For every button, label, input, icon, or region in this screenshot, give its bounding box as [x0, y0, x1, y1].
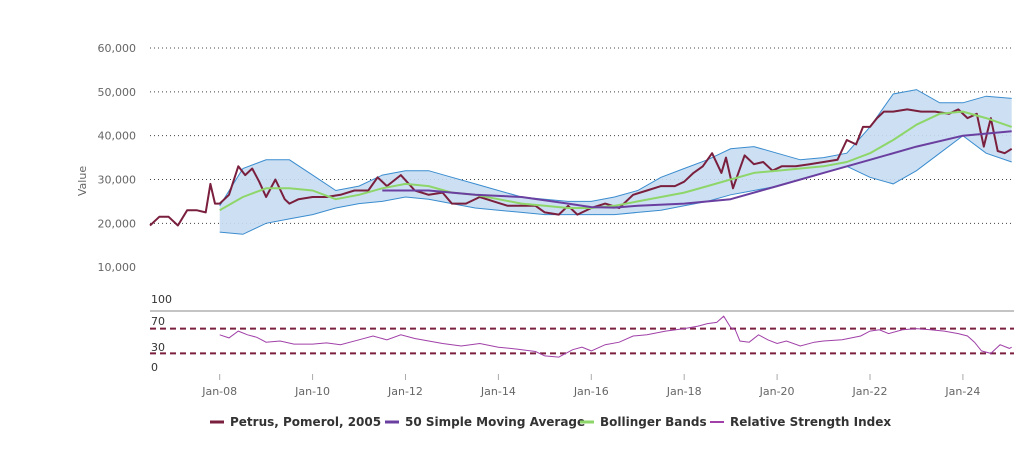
- rsi-tick-label: 70: [151, 315, 165, 328]
- y-tick-label: 60,000: [98, 42, 137, 55]
- rsi-tick-label: 0: [151, 361, 158, 374]
- x-tick-label: Jan-18: [666, 385, 702, 398]
- y-tick-label: 50,000: [98, 86, 137, 99]
- axes: Value 10,000 20,000 30,000 40,000 50,000 60,0…: [76, 42, 980, 398]
- legend-item[interactable]: 50 Simple Moving Average: [385, 415, 585, 429]
- series-lines: [149, 108, 1013, 227]
- y-axis-label: Value: [76, 166, 89, 196]
- legend: Petrus, Pomerol, 2005 50 Simple Moving Av…: [210, 415, 891, 429]
- rsi-line: [219, 315, 1012, 358]
- legend-item[interactable]: Bollinger Bands: [580, 415, 707, 429]
- sma-line: [382, 130, 1012, 209]
- x-tick-label: Jan-08: [201, 385, 237, 398]
- x-tick-label: Jan-24: [944, 385, 980, 398]
- legend-label: Petrus, Pomerol, 2005: [230, 415, 381, 429]
- rsi-tick-label: 30: [151, 341, 165, 354]
- bollinger-band-area: [219, 89, 1012, 235]
- legend-label: 50 Simple Moving Average: [405, 415, 585, 429]
- x-tick-label: Jan-20: [759, 385, 795, 398]
- legend-label: Bollinger Bands: [600, 415, 707, 429]
- rsi-panel: 100 70 30 0: [150, 293, 1014, 374]
- legend-item[interactable]: Petrus, Pomerol, 2005: [210, 415, 381, 429]
- y-tick-label: 10,000: [98, 261, 137, 274]
- x-tick-label: Jan-10: [294, 385, 330, 398]
- legend-item[interactable]: Relative Strength Index: [710, 415, 891, 429]
- y-tick-label: 20,000: [98, 217, 137, 230]
- y-tick-label: 40,000: [98, 130, 137, 143]
- y-tick-label: 30,000: [98, 174, 137, 187]
- legend-label: Relative Strength Index: [730, 415, 891, 429]
- x-tick-label: Jan-12: [387, 385, 423, 398]
- bollinger-lower-band: [219, 135, 1012, 235]
- x-tick-label: Jan-14: [480, 385, 516, 398]
- rsi-tick-label: 100: [151, 293, 172, 306]
- bollinger-upper-band: [219, 89, 1012, 207]
- x-tick-label: Jan-16: [573, 385, 609, 398]
- x-tick-label: Jan-22: [852, 385, 888, 398]
- bollinger-mid-line: [219, 110, 1013, 212]
